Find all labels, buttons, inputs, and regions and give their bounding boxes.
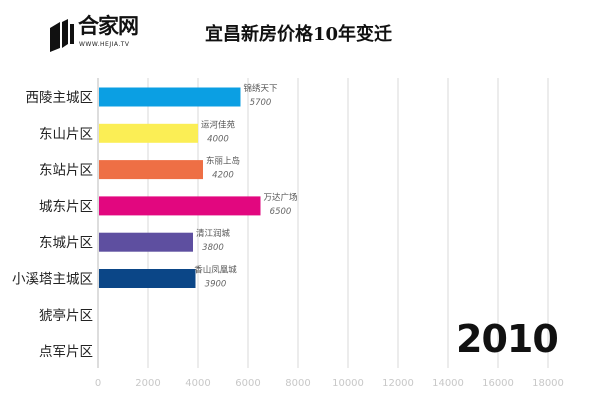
- category-label: 东山片区: [39, 126, 93, 142]
- logo-subtext: WWW.HEJIA.TV: [79, 41, 130, 48]
- x-tick-label: 0: [95, 378, 101, 389]
- category-label: 点军片区: [39, 344, 93, 360]
- category-label: 东站片区: [39, 163, 93, 179]
- x-tick-label: 8000: [285, 378, 310, 389]
- category-label: 城东片区: [39, 199, 93, 215]
- bar-project-label: 锦绣天下: [243, 83, 278, 94]
- bar-value-label: 6500: [270, 207, 292, 217]
- x-tick-label: 14000: [432, 378, 464, 389]
- x-tick-label: 2000: [135, 378, 160, 389]
- x-tick-label: 6000: [235, 378, 260, 389]
- bar: [99, 269, 196, 288]
- bar-project-label: 清江润城: [196, 228, 231, 239]
- bar: [99, 123, 198, 143]
- bar-value-label: 4000: [207, 134, 229, 144]
- bar-project-label: 万达广场: [263, 192, 297, 203]
- bar-project-label: 香山凤凰城: [194, 265, 237, 276]
- hejia-logo-icon: [50, 19, 74, 52]
- category-label: 西陵主城区: [26, 90, 94, 106]
- bar: [99, 160, 203, 180]
- x-tick-label: 18000: [532, 378, 564, 389]
- bar-value-label: 4200: [212, 171, 234, 181]
- bar: [99, 196, 261, 216]
- bar-value-label: 3900: [205, 280, 227, 290]
- bar: [99, 87, 241, 107]
- chart-title: 宜昌新房价格10年变迁: [205, 24, 393, 45]
- bar: [99, 232, 193, 252]
- bar-value-label: 3800: [202, 243, 224, 253]
- x-tick-label: 4000: [185, 378, 210, 389]
- category-label: 东城片区: [39, 235, 93, 251]
- bar-project-label: 东丽上岛: [206, 156, 240, 167]
- bar-project-label: 运河佳苑: [201, 119, 236, 130]
- category-label: 猇亭片区: [39, 307, 93, 324]
- x-tick-label: 16000: [482, 378, 514, 389]
- logo-text: 合家网: [78, 14, 139, 38]
- year-label: 2010: [456, 317, 559, 361]
- bar-value-label: 5700: [250, 98, 272, 108]
- x-tick-label: 10000: [332, 378, 364, 389]
- category-label: 小溪塔主城区: [12, 272, 93, 288]
- x-tick-label: 12000: [382, 378, 414, 389]
